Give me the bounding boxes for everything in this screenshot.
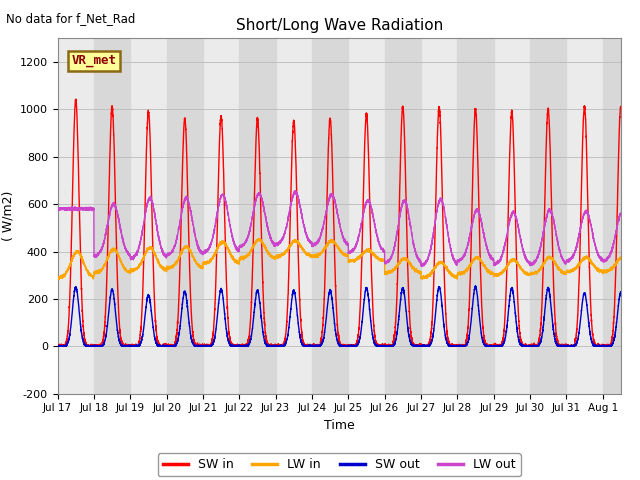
Legend: SW in, LW in, SW out, LW out: SW in, LW in, SW out, LW out bbox=[157, 453, 521, 476]
Text: VR_met: VR_met bbox=[72, 54, 116, 67]
Title: Short/Long Wave Radiation: Short/Long Wave Radiation bbox=[236, 18, 443, 33]
X-axis label: Time: Time bbox=[324, 419, 355, 432]
Bar bbox=[385, 38, 421, 394]
Bar bbox=[166, 38, 203, 394]
Bar bbox=[530, 38, 566, 394]
Bar bbox=[239, 38, 276, 394]
Bar bbox=[603, 38, 639, 394]
Text: No data for f_Net_Rad: No data for f_Net_Rad bbox=[6, 12, 136, 25]
Bar bbox=[458, 38, 493, 394]
Bar bbox=[312, 38, 348, 394]
Y-axis label: ( W/m2): ( W/m2) bbox=[1, 191, 14, 241]
Bar bbox=[94, 38, 131, 394]
